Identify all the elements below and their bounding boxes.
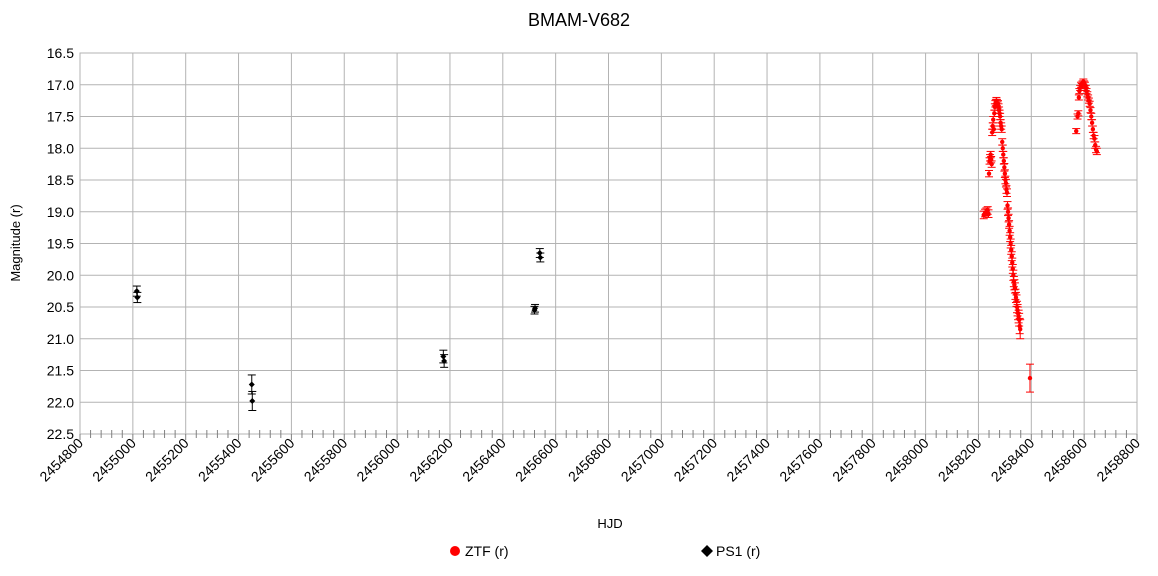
y-tick-label: 18.5 bbox=[47, 172, 74, 188]
series-layer bbox=[132, 78, 1101, 412]
data-point bbox=[1008, 241, 1013, 246]
data-point bbox=[1004, 190, 1010, 195]
y-tick-label: 19.5 bbox=[47, 236, 74, 252]
data-point bbox=[1092, 136, 1097, 141]
data-point bbox=[1089, 120, 1095, 126]
data-point bbox=[999, 127, 1004, 132]
data-point bbox=[1000, 146, 1005, 151]
data-point bbox=[986, 211, 991, 216]
data-point bbox=[1089, 114, 1094, 119]
data-point bbox=[991, 127, 996, 132]
y-tick-label: 16.5 bbox=[47, 45, 74, 61]
legend-marker-ps1 bbox=[701, 545, 713, 557]
data-point bbox=[991, 117, 996, 122]
data-point bbox=[1027, 375, 1033, 381]
y-tick-label: 18.0 bbox=[47, 140, 74, 156]
minor-ticks bbox=[79, 430, 1138, 440]
data-point bbox=[1018, 327, 1023, 332]
legend: ZTF (r) PS1 (r) bbox=[450, 543, 760, 559]
data-point bbox=[1002, 165, 1007, 170]
data-point bbox=[1007, 234, 1013, 240]
data-point bbox=[1094, 149, 1100, 154]
data-point bbox=[1088, 107, 1093, 113]
y-tick-label: 20.5 bbox=[47, 299, 74, 315]
data-point bbox=[532, 305, 539, 312]
chart-title: BMAM-V682 bbox=[528, 10, 630, 30]
data-point bbox=[986, 171, 992, 176]
data-point bbox=[1000, 139, 1005, 145]
data-point bbox=[537, 254, 544, 261]
y-tick-label: 17.5 bbox=[47, 109, 74, 125]
data-point bbox=[1014, 298, 1019, 303]
data-point bbox=[1001, 158, 1007, 164]
data-point bbox=[248, 381, 255, 388]
y-tick-label: 21.5 bbox=[47, 363, 74, 379]
data-point bbox=[997, 114, 1003, 119]
legend-label-ps1: PS1 (r) bbox=[716, 543, 760, 559]
data-point bbox=[1009, 247, 1014, 253]
data-point bbox=[1007, 228, 1012, 233]
y-tick-labels: 16.5 17.0 17.5 18.0 18.5 19.0 19.5 20.0 20.5 21.0… bbox=[47, 45, 74, 442]
data-point bbox=[1010, 260, 1015, 265]
data-point bbox=[1090, 127, 1096, 132]
data-point bbox=[1009, 254, 1014, 259]
y-tick-label: 21.0 bbox=[47, 331, 74, 347]
data-point bbox=[988, 152, 993, 157]
legend-label-ztf: ZTF (r) bbox=[465, 543, 509, 559]
data-point bbox=[1087, 101, 1092, 107]
legend-marker-ztf bbox=[450, 546, 460, 556]
y-tick-label: 17.0 bbox=[47, 77, 74, 93]
data-point bbox=[1003, 180, 1009, 186]
data-point bbox=[1005, 203, 1010, 208]
data-point bbox=[441, 357, 448, 364]
data-point bbox=[1074, 128, 1079, 134]
data-point bbox=[1001, 152, 1006, 157]
y-tick-label: 22.5 bbox=[47, 426, 74, 442]
data-point bbox=[1006, 215, 1011, 221]
data-point bbox=[989, 161, 994, 167]
data-point bbox=[992, 111, 997, 116]
series-ps1 bbox=[132, 248, 545, 412]
data-point bbox=[1002, 171, 1008, 176]
series-ztf bbox=[979, 78, 1101, 393]
y-tick-label: 22.0 bbox=[47, 394, 74, 410]
y-tick-label: 20.0 bbox=[47, 267, 74, 283]
y-tick-label: 19.0 bbox=[47, 204, 74, 220]
data-point bbox=[134, 294, 141, 301]
data-point bbox=[1076, 111, 1081, 116]
data-point bbox=[1005, 209, 1011, 214]
data-point bbox=[1006, 222, 1012, 227]
data-point bbox=[1076, 95, 1082, 100]
grid-lines bbox=[79, 52, 1138, 435]
x-axis-label: HJD bbox=[597, 516, 622, 531]
y-axis-label: Magnitude (r) bbox=[8, 204, 23, 281]
data-point bbox=[249, 397, 256, 404]
